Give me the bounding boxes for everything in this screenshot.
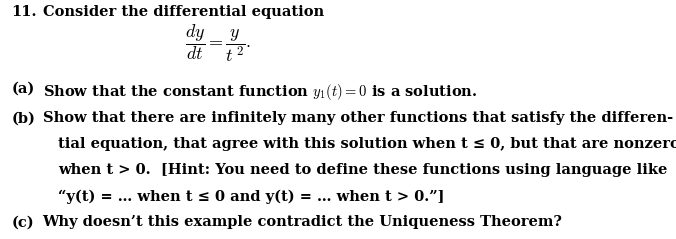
Text: Show that there are infinitely many other functions that satisfy the differen-: Show that there are infinitely many othe…: [43, 111, 673, 125]
Text: tial equation, that agree with this solution when t ≤ 0, but that are nonzero: tial equation, that agree with this solu…: [58, 137, 676, 151]
Text: (b): (b): [11, 111, 35, 125]
Text: (a): (a): [11, 82, 34, 96]
Text: “y(t) = … when t ≤ 0 and y(t) = … when t > 0.”]: “y(t) = … when t ≤ 0 and y(t) = … when t…: [58, 189, 445, 204]
Text: Consider the differential equation: Consider the differential equation: [43, 5, 324, 19]
Text: Show that the constant function $y_1(t) = 0$ is a solution.: Show that the constant function $y_1(t) …: [43, 82, 477, 102]
Text: Why doesn’t this example contradict the Uniqueness Theorem?: Why doesn’t this example contradict the …: [43, 215, 562, 229]
Text: $\dfrac{dy}{dt} = \dfrac{y}{t^{\,2}}.$: $\dfrac{dy}{dt} = \dfrac{y}{t^{\,2}}.$: [185, 22, 251, 64]
Text: 11.: 11.: [11, 5, 37, 19]
Text: when t > 0.  [Hint: You need to define these functions using language like: when t > 0. [Hint: You need to define th…: [58, 163, 668, 177]
Text: (c): (c): [11, 215, 34, 229]
